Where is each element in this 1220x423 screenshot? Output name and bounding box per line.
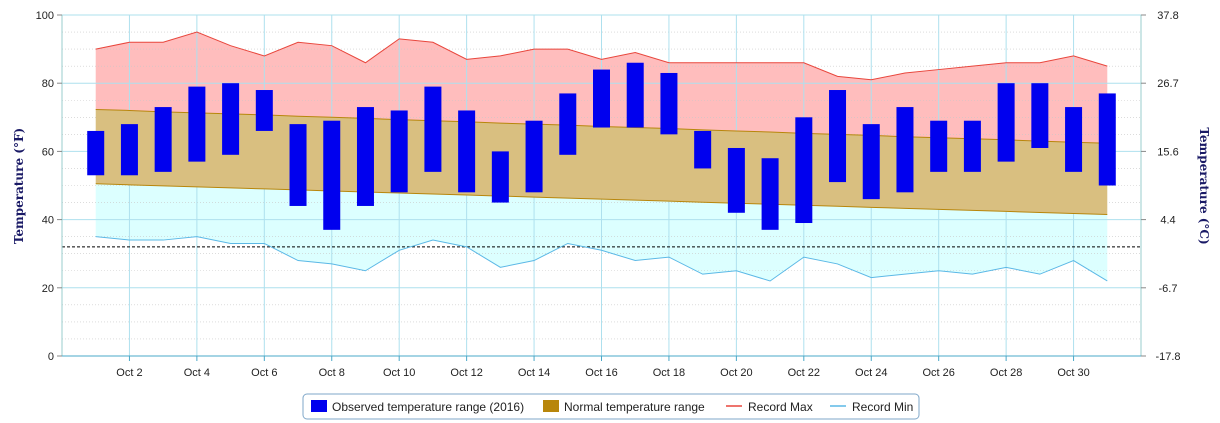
legend-item-record-min[interactable]: Record Min [830, 400, 913, 414]
legend-label-normal: Normal temperature range [564, 400, 705, 414]
legend-box [302, 393, 920, 420]
legend-label-record-max: Record Max [748, 400, 813, 414]
x-tick-label: Oct 30 [1057, 367, 1089, 379]
x-tick-label: Oct 2 [116, 367, 142, 379]
observed-bar [559, 93, 577, 155]
y-tick-label-left: 0 [48, 351, 54, 363]
observed-bar [963, 120, 981, 172]
normal-band [95, 109, 1108, 215]
x-tick-label: Oct 14 [518, 367, 550, 379]
observed-bar [356, 107, 374, 206]
y-tick-label-right: -6.7 [1159, 283, 1178, 295]
observed-bar [1098, 93, 1116, 186]
observed-bar [862, 124, 880, 200]
x-tick-label: Oct 22 [788, 367, 820, 379]
x-tick-label: Oct 28 [990, 367, 1022, 379]
observed-bar [458, 110, 476, 193]
observed-bar [593, 69, 610, 128]
observed-bar [289, 124, 307, 206]
legend-label-record-min: Record Min [852, 400, 913, 414]
legend-label-observed: Observed temperature range (2016) [332, 400, 524, 414]
observed-bar [660, 72, 678, 135]
observed-bar [87, 130, 105, 176]
observed-bar [896, 107, 914, 193]
legend-item-observed[interactable]: Observed temperature range (2016) [311, 400, 524, 414]
observed-bar [1065, 107, 1083, 172]
y-tick-label-left: 80 [42, 78, 54, 90]
observed-bar [255, 90, 273, 131]
x-tick-label: Oct 18 [653, 367, 685, 379]
observed-bar [390, 110, 408, 193]
observed-bar [1031, 83, 1049, 148]
observed-bar [491, 151, 509, 203]
legend: Observed temperature range (2016) Normal… [302, 393, 920, 420]
legend-swatch-observed [311, 400, 327, 412]
y-tick-label-left: 100 [36, 10, 54, 22]
observed-bar [525, 120, 543, 193]
y-tick-label-right: 26.7 [1157, 78, 1178, 90]
record-max-line [95, 31, 1108, 81]
x-tick-label: Oct 10 [383, 367, 415, 379]
legend-item-normal[interactable]: Normal temperature range [543, 400, 705, 414]
y-tick-label-left: 40 [42, 215, 54, 227]
observed-bar [120, 124, 138, 176]
x-tick-label: Oct 24 [855, 367, 887, 379]
observed-bar [761, 158, 779, 230]
y-tick-label-left: 60 [42, 146, 54, 158]
x-tick-label: Oct 20 [720, 367, 752, 379]
x-tick-label: Oct 16 [585, 367, 617, 379]
observed-bar [829, 90, 847, 183]
observed-bar [930, 120, 948, 172]
y-tick-label-right: 4.4 [1160, 215, 1175, 227]
y-tick-label-left: 20 [42, 283, 54, 295]
y-axis-title-left: Temperature (°F) [12, 128, 26, 244]
observed-bar [694, 130, 712, 169]
observed-bar [323, 120, 341, 230]
record-min-line [95, 236, 1108, 282]
observed-bar [222, 83, 240, 155]
x-tick-label: Oct 8 [319, 367, 345, 379]
observed-bar [424, 86, 442, 172]
record-lines [62, 31, 1141, 282]
y-axis-title-right: Temperature (°C) [1197, 127, 1211, 244]
observed-bars [87, 62, 1116, 230]
x-tick-label: Oct 6 [251, 367, 277, 379]
normal-low-edge [95, 183, 1108, 215]
x-tick-label: Oct 26 [922, 367, 954, 379]
observed-bar [795, 117, 813, 224]
x-tick-label: Oct 12 [450, 367, 482, 379]
observed-bar [727, 147, 745, 213]
axes: 0 20 40 60 80 100 -17.8 -6.7 4.4 15.6 26.7 37.8 Oct … [36, 10, 1181, 379]
observed-bar [626, 62, 644, 128]
y-tick-label-right: 37.8 [1157, 10, 1178, 22]
observed-bar [997, 83, 1015, 162]
x-tick-label: Oct 4 [184, 367, 210, 379]
legend-swatch-normal [543, 400, 559, 412]
y-tick-label-right: 15.6 [1157, 146, 1178, 158]
observed-bar [188, 86, 206, 162]
y-tick-label-right: -17.8 [1155, 351, 1180, 363]
observed-bar [154, 107, 172, 172]
legend-item-record-max[interactable]: Record Max [726, 400, 813, 414]
